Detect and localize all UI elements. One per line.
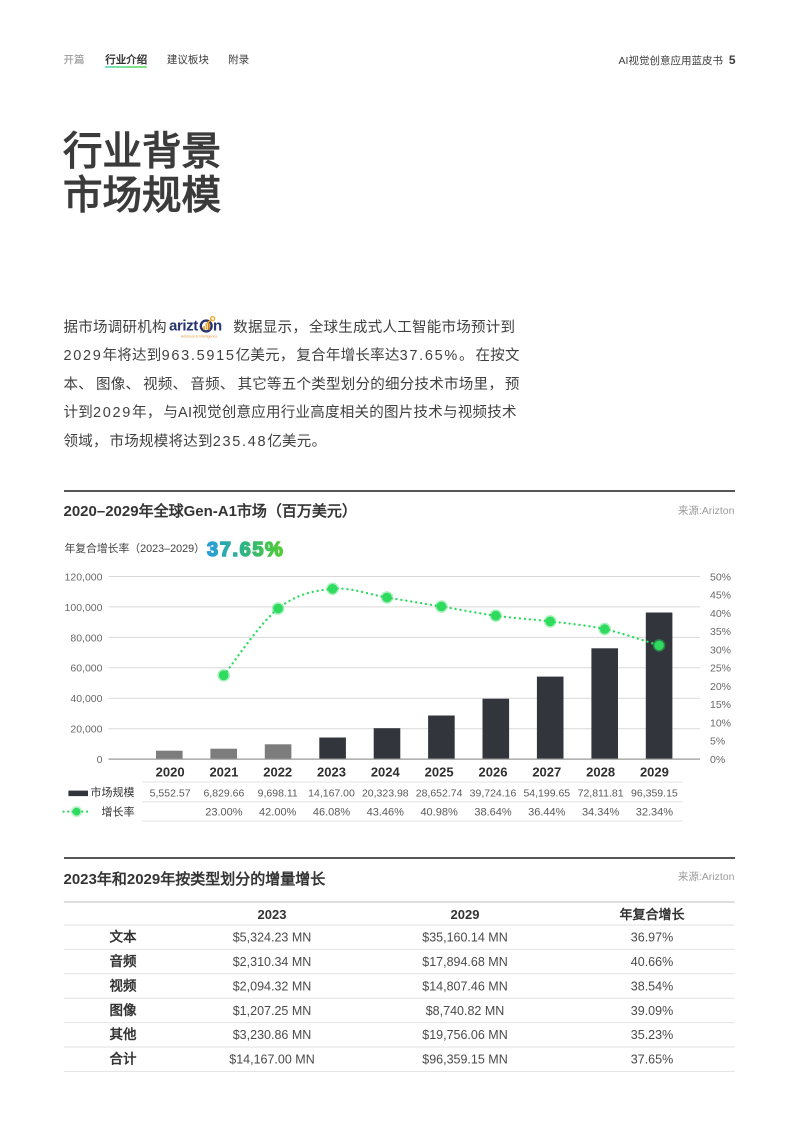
svg-text:$19,756.06 MN: $19,756.06 MN	[422, 1028, 507, 1042]
svg-text:9,698.11: 9,698.11	[258, 787, 298, 799]
svg-text:32.34%: 32.34%	[636, 806, 674, 818]
svg-text:14,167.00: 14,167.00	[308, 787, 355, 799]
svg-text:2029: 2029	[640, 765, 669, 780]
svg-text:100,000: 100,000	[65, 602, 103, 614]
svg-text:0%: 0%	[710, 754, 725, 766]
svg-text:39.09%: 39.09%	[631, 1004, 673, 1018]
svg-text:2023: 2023	[258, 907, 287, 922]
svg-text:2022: 2022	[263, 765, 292, 780]
svg-text:38.54%: 38.54%	[631, 979, 673, 993]
svg-text:$2,310.34 MN: $2,310.34 MN	[233, 955, 312, 969]
svg-text:39,724.16: 39,724.16	[470, 787, 517, 799]
svg-text:合计: 合计	[110, 1051, 137, 1067]
svg-text:2028: 2028	[586, 765, 615, 780]
svg-text:28,652.74: 28,652.74	[416, 787, 463, 799]
svg-text:$8,740.82 MN: $8,740.82 MN	[426, 1004, 505, 1018]
svg-text:20%: 20%	[710, 681, 731, 693]
svg-text:46.08%: 46.08%	[313, 806, 351, 818]
svg-text:年复合增长: 年复合增长	[619, 907, 685, 922]
svg-text:45%: 45%	[710, 590, 731, 602]
svg-text:20,323.98: 20,323.98	[362, 787, 409, 799]
svg-text:0: 0	[97, 754, 103, 766]
svg-text:34.34%: 34.34%	[582, 806, 620, 818]
svg-text:$35,160.14 MN: $35,160.14 MN	[422, 931, 507, 945]
svg-text:$14,167.00 MN: $14,167.00 MN	[229, 1053, 314, 1067]
svg-text:50%: 50%	[710, 571, 731, 583]
svg-text:35%: 35%	[710, 626, 731, 638]
svg-text:n: n	[213, 318, 222, 335]
svg-text:10%: 10%	[710, 718, 731, 730]
svg-text:图像: 图像	[110, 1002, 137, 1018]
svg-text:40.66%: 40.66%	[631, 955, 673, 969]
svg-text:$2,094.32 MN: $2,094.32 MN	[233, 979, 312, 993]
svg-text:42.00%: 42.00%	[259, 806, 297, 818]
svg-text:20,000: 20,000	[70, 724, 102, 736]
svg-text:音频: 音频	[110, 953, 137, 969]
svg-text:2020: 2020	[156, 765, 185, 780]
svg-text:37.65%: 37.65%	[631, 1053, 673, 1067]
svg-text:2021: 2021	[209, 765, 238, 780]
svg-text:80,000: 80,000	[70, 632, 102, 644]
svg-text:市场规模: 市场规模	[91, 785, 135, 799]
svg-text:23.00%: 23.00%	[205, 806, 243, 818]
svg-text:$5,324.23 MN: $5,324.23 MN	[233, 931, 312, 945]
svg-text:2025: 2025	[425, 765, 454, 780]
svg-text:5,552.57: 5,552.57	[150, 787, 191, 799]
svg-text:Advisory & Intelligence: Advisory & Intelligence	[181, 335, 217, 339]
svg-text:文本: 文本	[110, 929, 137, 945]
svg-text:60,000: 60,000	[70, 663, 102, 675]
svg-text:视频: 视频	[110, 977, 137, 993]
svg-text:$96,359.15 MN: $96,359.15 MN	[422, 1053, 507, 1067]
svg-text:$3,230.86 MN: $3,230.86 MN	[233, 1028, 312, 1042]
svg-text:2027: 2027	[532, 765, 561, 780]
svg-text:2026: 2026	[479, 765, 508, 780]
svg-text:38.64%: 38.64%	[474, 806, 512, 818]
svg-text:40.98%: 40.98%	[420, 806, 458, 818]
svg-text:arizt: arizt	[169, 318, 198, 335]
svg-text:5%: 5%	[710, 736, 725, 748]
svg-text:30%: 30%	[710, 644, 731, 656]
svg-text:37.65%: 37.65%	[207, 539, 284, 561]
svg-text:2023: 2023	[317, 765, 346, 780]
svg-text:增长率: 增长率	[102, 804, 135, 818]
svg-text:2029: 2029	[451, 907, 480, 922]
svg-text:54,199.65: 54,199.65	[523, 787, 570, 799]
svg-text:其他: 其他	[110, 1026, 137, 1042]
svg-text:36.44%: 36.44%	[528, 806, 566, 818]
svg-text:43.46%: 43.46%	[367, 806, 405, 818]
svg-text:40%: 40%	[710, 608, 731, 620]
svg-text:36.97%: 36.97%	[631, 931, 673, 945]
svg-text:6,829.66: 6,829.66	[203, 787, 244, 799]
svg-text:40,000: 40,000	[70, 693, 102, 705]
svg-text:$14,807.46 MN: $14,807.46 MN	[422, 979, 507, 993]
svg-text:$17,894.68 MN: $17,894.68 MN	[422, 955, 507, 969]
svg-text:72,811.81: 72,811.81	[578, 787, 624, 799]
svg-text:35.23%: 35.23%	[631, 1028, 673, 1042]
svg-text:25%: 25%	[710, 663, 731, 675]
svg-text:96,359.15: 96,359.15	[631, 787, 678, 799]
svg-text:$1,207.25 MN: $1,207.25 MN	[233, 1004, 312, 1018]
svg-text:2024: 2024	[371, 765, 401, 780]
svg-text:120,000: 120,000	[65, 571, 103, 583]
svg-text:15%: 15%	[710, 699, 731, 711]
